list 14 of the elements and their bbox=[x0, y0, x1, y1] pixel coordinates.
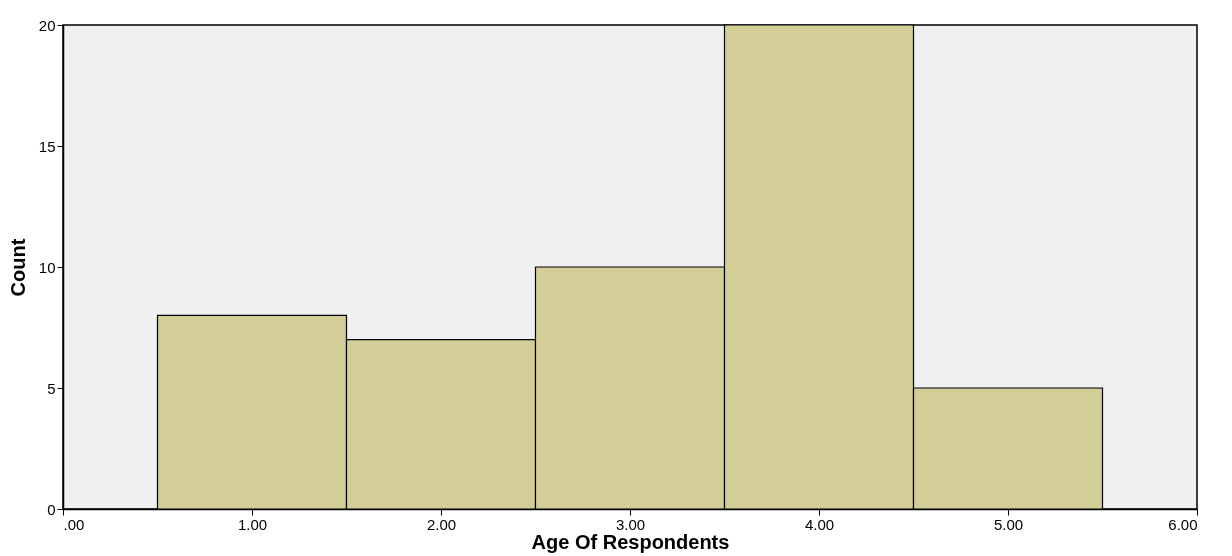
x-axis-title: Age Of Respondents bbox=[531, 530, 730, 553]
y-tick-label: 5 bbox=[47, 379, 56, 397]
y-tick-label: 15 bbox=[38, 137, 56, 155]
x-tick-label: 1.00 bbox=[237, 515, 268, 533]
x-tick-label: .00 bbox=[63, 515, 85, 533]
x-tick-label: 2.00 bbox=[426, 515, 457, 533]
x-tick-label: 4.00 bbox=[804, 515, 835, 533]
y-axis-title: Count bbox=[6, 238, 29, 297]
x-tick-label: 6.00 bbox=[1168, 515, 1198, 533]
y-tick-label: 0 bbox=[47, 500, 56, 518]
x-tick-label: 3.00 bbox=[615, 515, 646, 533]
y-tick-label: 20 bbox=[38, 16, 56, 34]
y-tick-label: 10 bbox=[38, 258, 56, 276]
x-tick-label: 5.00 bbox=[993, 515, 1024, 533]
